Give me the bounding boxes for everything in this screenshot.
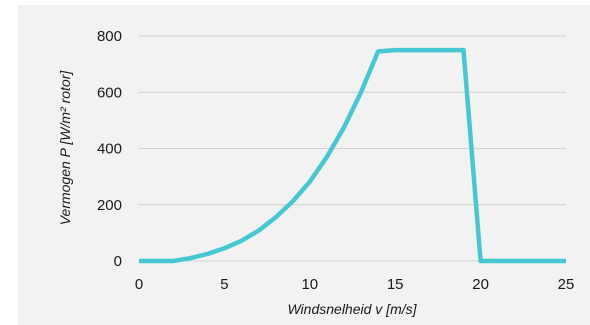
power-curve-line — [139, 47, 566, 264]
chart-panel — [18, 5, 590, 325]
y-tick-label: 400 — [97, 141, 122, 158]
x-tick-label: 25 — [558, 276, 575, 293]
x-tick-label: 15 — [387, 276, 404, 293]
x-tick-label: 5 — [220, 276, 228, 293]
x-axis-title: Windsnelheid v [m/s] — [287, 301, 417, 317]
y-tick-label: 800 — [97, 28, 122, 45]
x-tick-label: 0 — [135, 276, 143, 293]
y-tick-label: 200 — [97, 197, 122, 214]
y-axis-title: Vermogen P [W/m² rotor] — [57, 70, 73, 226]
x-tick-label: 20 — [472, 276, 489, 293]
x-tick-label: 10 — [301, 276, 318, 293]
y-tick-label: 0 — [114, 253, 122, 270]
y-tick-label: 600 — [97, 84, 122, 101]
